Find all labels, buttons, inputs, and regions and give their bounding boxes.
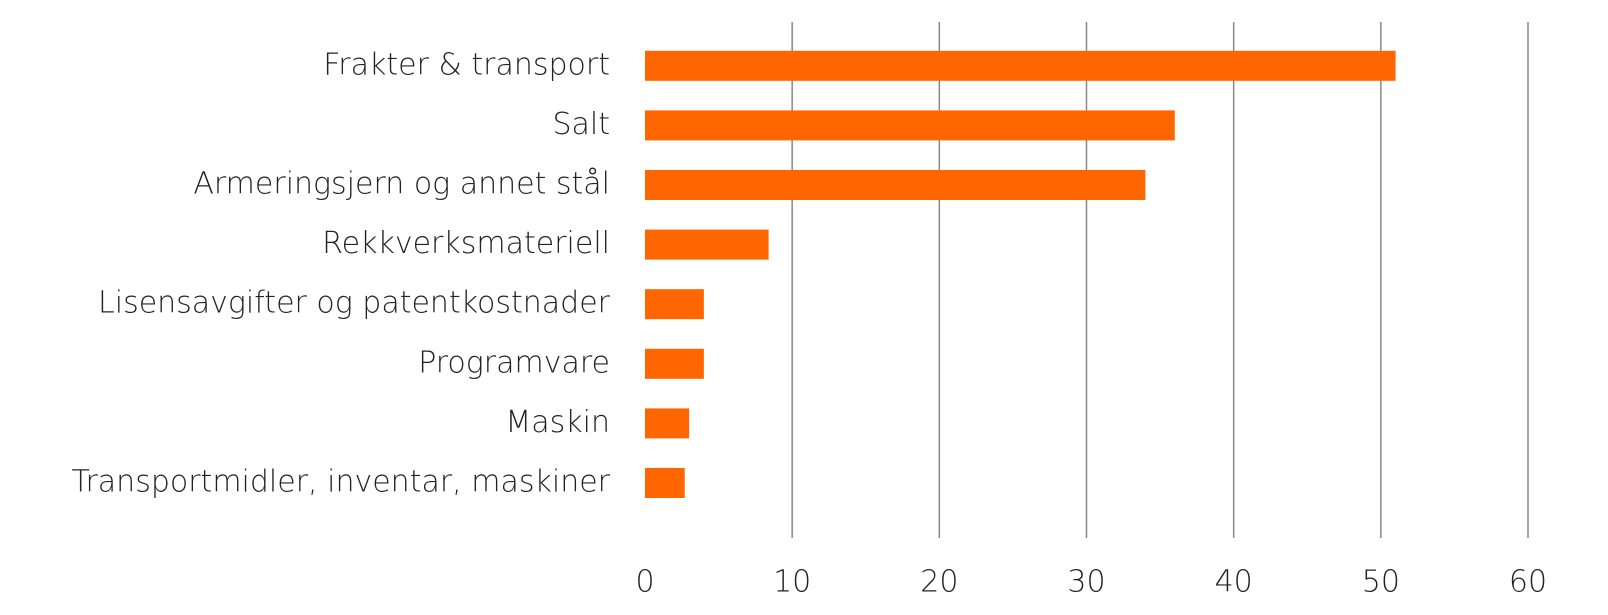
bar [645, 348, 704, 379]
y-tick-label: Maskin [505, 405, 610, 440]
y-tick-label: Transportmidler, inventar, maskiner [72, 465, 611, 500]
x-tick-label: 10 [773, 565, 811, 600]
x-tick-label: 40 [1215, 565, 1253, 600]
y-tick-label: Rekkverksmateriell [322, 226, 610, 261]
bar [645, 468, 685, 498]
y-tick-label: Frakter & transport [323, 47, 610, 82]
bar [645, 170, 1146, 200]
bar [645, 408, 690, 439]
y-tick-label: Lisensavgifter og patentkostnader [98, 286, 611, 321]
x-tick-label: 0 [635, 565, 654, 600]
y-tick-label: Programvare [418, 345, 610, 380]
y-tick-label: Armeringsjern og annet stål [193, 166, 610, 202]
x-tick-label: 20 [920, 565, 958, 600]
x-tick-label: 30 [1067, 565, 1105, 600]
x-tick-label: 60 [1509, 565, 1547, 600]
bar [645, 289, 704, 320]
x-tick-label: 50 [1362, 565, 1400, 600]
bar [645, 110, 1175, 141]
bar [645, 229, 769, 260]
bar [645, 50, 1396, 81]
y-tick-label: Salt [552, 107, 610, 142]
